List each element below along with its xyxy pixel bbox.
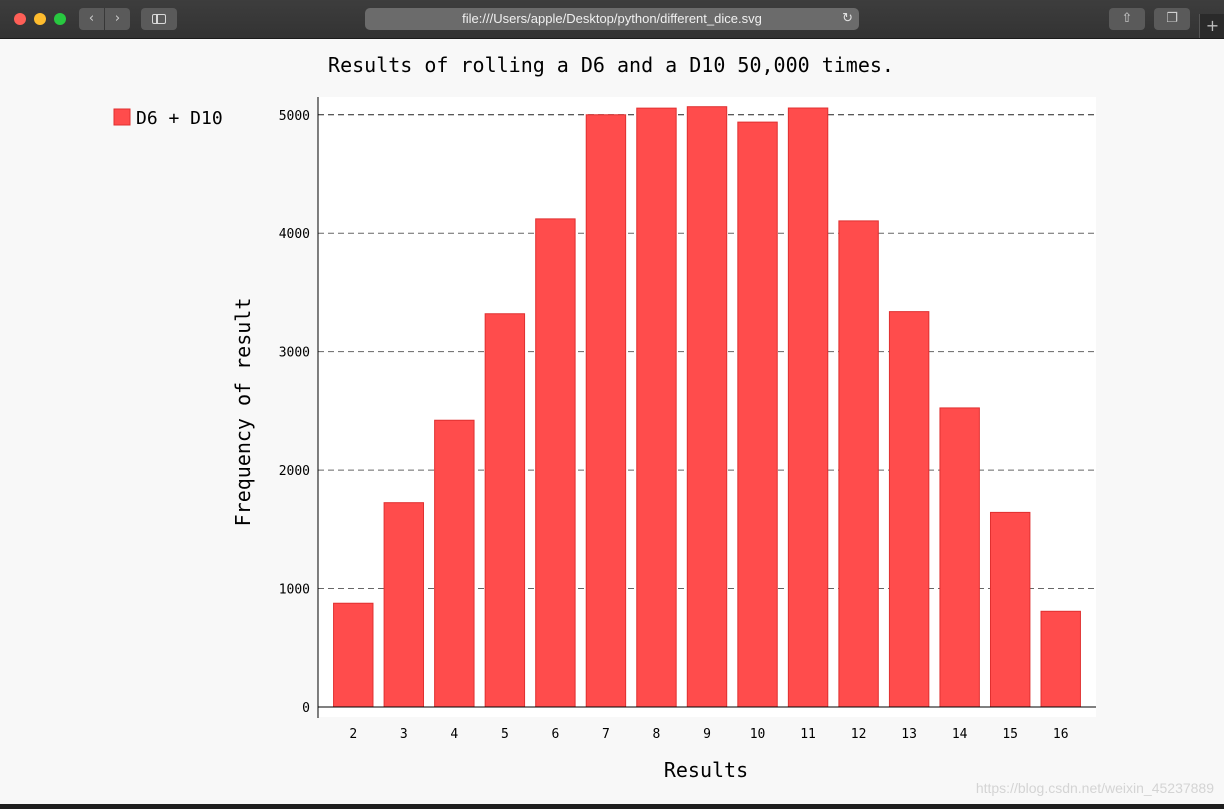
chart-title: Results of rolling a D6 and a D10 50,000… (328, 53, 894, 77)
bar-layer (333, 106, 1081, 708)
new-tab-button[interactable]: + (1199, 14, 1224, 38)
bar-10[interactable] (737, 121, 778, 708)
chart: Results of rolling a D6 and a D10 50,000… (113, 53, 1096, 782)
chevron-right-icon: › (114, 11, 121, 26)
bar-6[interactable] (535, 218, 576, 708)
bar-14[interactable] (939, 407, 980, 708)
x-tick-label: 15 (1002, 727, 1018, 742)
y-tick-labels: 0 1000 2000 3000 4000 5000 (279, 109, 310, 716)
x-tick-label: 4 (450, 727, 458, 742)
y-tick-label: 0 (302, 701, 310, 716)
x-tick-label: 11 (800, 727, 816, 742)
x-tick-label: 16 (1053, 727, 1069, 742)
url-text: file:///Users/apple/Desktop/python/diffe… (462, 11, 762, 26)
tabs-icon: ❐ (1166, 11, 1178, 26)
bar-11[interactable] (787, 107, 829, 708)
legend-label: D6 + D10 (136, 108, 223, 129)
page-content: Results of rolling a D6 and a D10 50,000… (0, 39, 1224, 804)
x-tick-label: 13 (901, 727, 917, 742)
x-tick-label: 2 (349, 727, 357, 742)
y-tick-label: 1000 (279, 583, 310, 598)
bar-13[interactable] (888, 311, 930, 708)
x-tick-label: 9 (703, 727, 711, 742)
plus-icon: + (1205, 16, 1220, 35)
bar-5[interactable] (484, 313, 526, 708)
share-button[interactable]: ⇧ (1109, 8, 1145, 30)
sidebar-icon (152, 14, 166, 24)
x-tick-label: 3 (400, 727, 408, 742)
zoom-window-button[interactable] (54, 13, 66, 25)
reload-icon[interactable]: ↻ (842, 11, 853, 26)
y-tick-label: 4000 (279, 227, 310, 242)
x-tick-label: 8 (653, 727, 661, 742)
x-tick-label: 10 (750, 727, 766, 742)
chevron-left-icon: ‹ (88, 11, 95, 26)
minimize-window-button[interactable] (34, 13, 46, 25)
x-tick-label: 5 (501, 727, 509, 742)
y-tick-label: 3000 (279, 346, 310, 361)
y-tick-label: 5000 (279, 109, 310, 124)
bar-15[interactable] (989, 511, 1031, 708)
x-tick-label: 6 (551, 727, 559, 742)
address-bar[interactable]: file:///Users/apple/Desktop/python/diffe… (365, 8, 859, 30)
share-icon: ⇧ (1121, 11, 1133, 26)
bar-7[interactable] (585, 114, 627, 708)
close-window-button[interactable] (14, 13, 26, 25)
back-button[interactable]: ‹ (79, 8, 104, 30)
bar-3[interactable] (383, 502, 425, 708)
x-tick-label: 7 (602, 727, 610, 742)
legend: D6 + D10 (113, 108, 223, 129)
y-tick-label: 2000 (279, 464, 310, 479)
legend-swatch (113, 108, 131, 126)
x-tick-labels: 2 3 4 5 6 7 8 9 10 11 12 13 14 15 16 (349, 727, 1068, 742)
watermark: https://blog.csdn.net/weixin_45237889 (975, 780, 1214, 796)
browser-toolbar: ‹ › file:///Users/apple/Desktop/python/d… (0, 0, 1224, 39)
bar-8[interactable] (636, 107, 677, 708)
forward-button[interactable]: › (105, 8, 130, 30)
bar-12[interactable] (838, 220, 879, 708)
bar-16[interactable] (1040, 610, 1081, 708)
show-tabs-button[interactable]: ❐ (1154, 8, 1190, 30)
bar-4[interactable] (434, 419, 475, 708)
x-tick-label: 12 (851, 727, 867, 742)
x-tick-label: 14 (952, 727, 968, 742)
sidebar-toggle-button[interactable] (141, 8, 177, 30)
y-axis-label: Frequency of result (231, 298, 255, 527)
bar-9[interactable] (686, 106, 728, 708)
x-axis-label: Results (664, 758, 748, 782)
bar-2[interactable] (333, 602, 374, 708)
